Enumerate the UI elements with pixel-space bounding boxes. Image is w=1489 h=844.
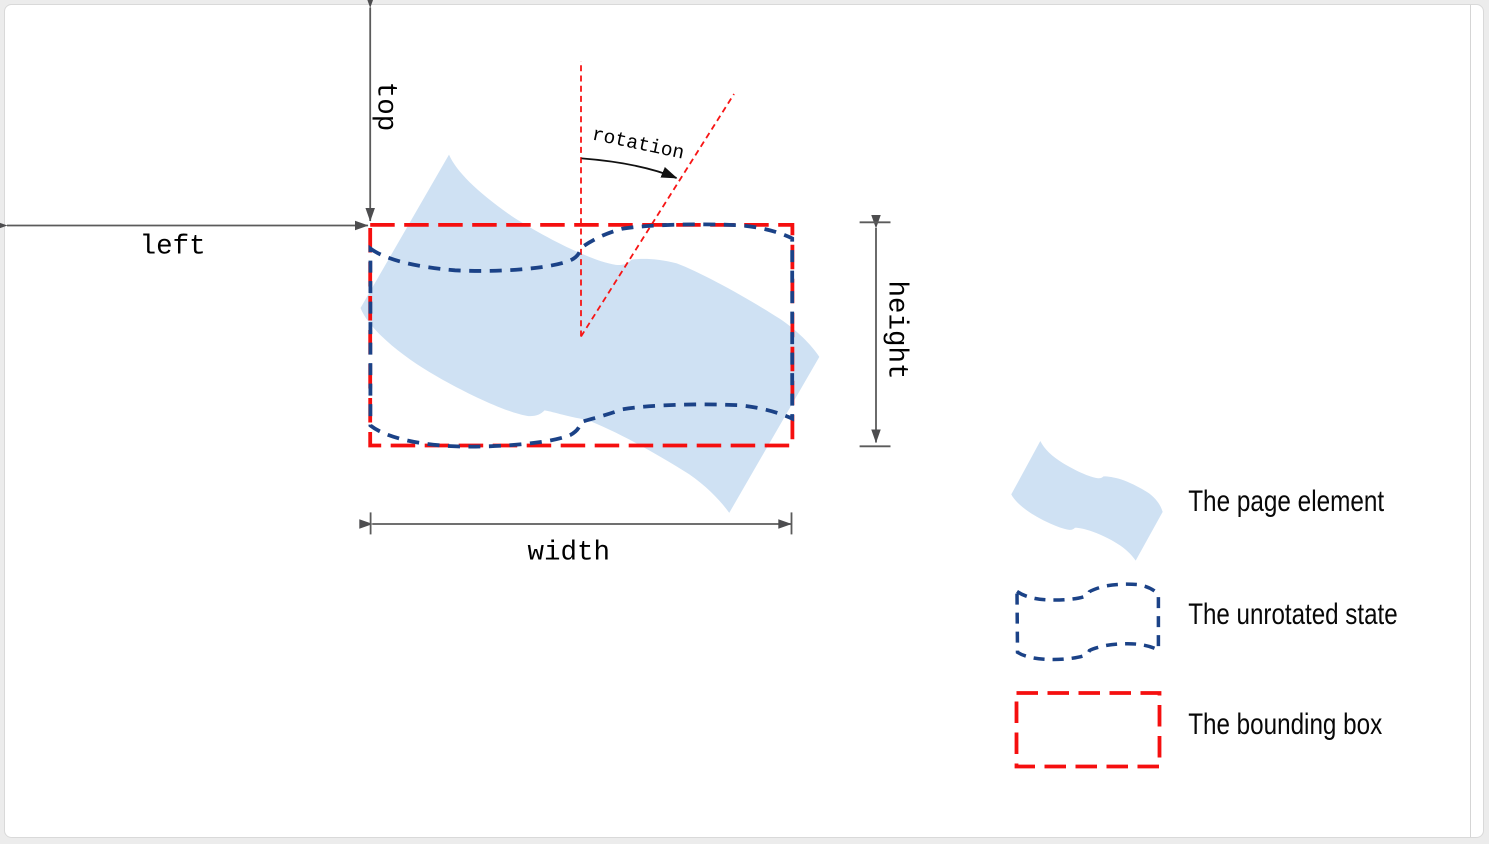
svg-text:The bounding box: The bounding box [1188,708,1382,741]
svg-text:height: height [881,280,912,379]
svg-text:left: left [140,231,206,262]
svg-text:The unrotated state: The unrotated state [1188,598,1398,631]
svg-text:The page element: The page element [1188,485,1384,518]
svg-text:width: width [527,538,610,569]
svg-text:top: top [370,82,401,132]
